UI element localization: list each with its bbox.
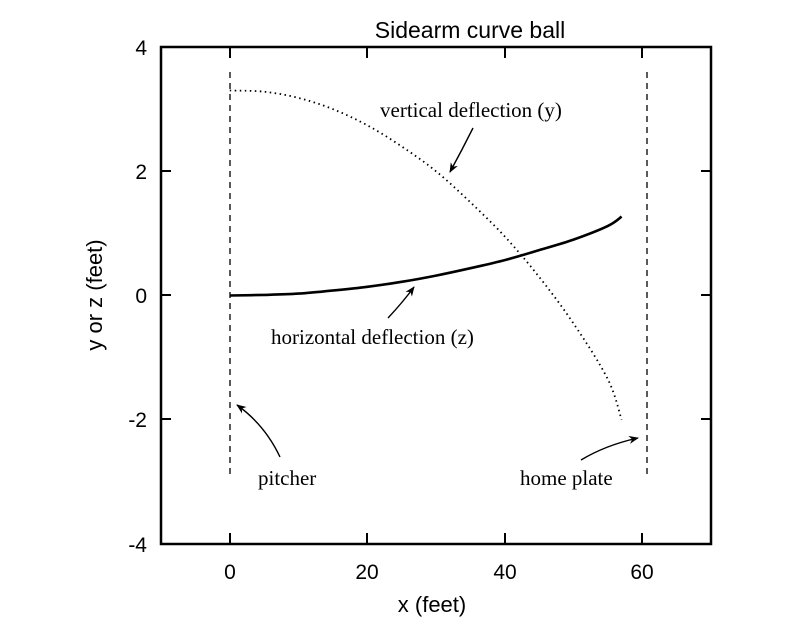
x-tick-label: 0 [224,561,236,584]
y-tick-labels: 4 2 0 -2 -4 [128,37,147,557]
horizontal-deflection-curve [229,215,623,297]
y-tick-label: -4 [128,534,147,557]
vertical-deflection-curve [229,89,623,421]
vertical-deflection-arrow [449,127,474,173]
y-ticks [161,170,711,420]
annotation-home-plate: home plate [520,466,613,490]
y-tick-label: 2 [135,161,147,184]
x-tick-label: 40 [493,561,516,584]
y-tick-label: 4 [135,37,147,60]
y-tick-label: -2 [128,409,147,432]
y-axis-label: y or z (feet) [82,239,107,350]
chart-title: Sidearm curve ball [375,17,565,43]
x-tick-labels: 0 20 40 60 [224,561,654,584]
x-axis-label: x (feet) [398,592,466,617]
x-tick-label: 20 [355,561,378,584]
home-plate-arrow [580,436,639,461]
x-ticks [229,47,643,544]
pitcher-arrow [236,404,281,458]
x-tick-label: 60 [630,561,653,584]
y-tick-label: 0 [135,285,147,308]
annotation-horizontal-deflection: horizontal deflection (z) [271,325,474,349]
horizontal-deflection-arrow [387,286,415,319]
annotation-vertical-deflection: vertical deflection (y) [380,98,562,122]
annotation-pitcher: pitcher [258,466,316,490]
